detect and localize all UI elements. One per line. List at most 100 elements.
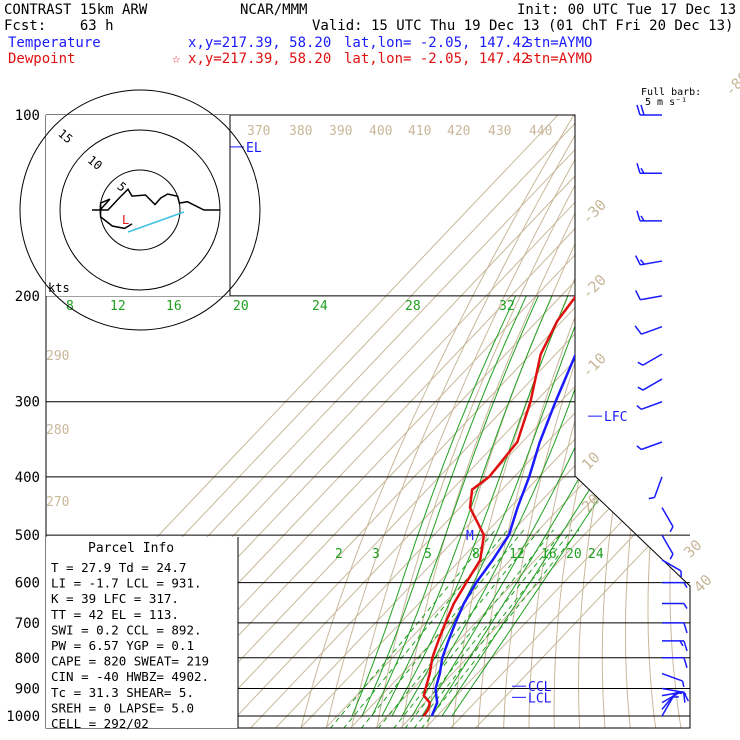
moist-adiabat-label: 24 xyxy=(312,299,328,314)
wind-barb-staff xyxy=(661,696,674,717)
dry-adiabat-line xyxy=(325,115,588,728)
wind-barb-staff xyxy=(661,507,674,528)
legend-temperature: Temperature xyxy=(8,35,101,51)
isotherm-line xyxy=(249,115,690,728)
wind-barb-staff xyxy=(661,559,682,572)
moist-adiabat-label: 28 xyxy=(405,299,421,314)
wind-barb-staff xyxy=(661,672,683,682)
isotherm-line xyxy=(199,115,690,728)
parcel-info-row: SWI = 0.2 CCL = 892. xyxy=(51,622,202,637)
mixing-ratio-label: 20 xyxy=(566,547,582,562)
hodograph-units-label: kts xyxy=(48,281,70,295)
theta-label: 410 xyxy=(408,124,431,139)
wind-barb-staff xyxy=(661,534,674,555)
parcel-info-row: SREH = 0 LAPSE= 5.0 xyxy=(51,700,194,715)
wind-barb-flag xyxy=(636,445,642,451)
wind-barb-flag xyxy=(639,259,645,265)
dry-adiabat-line xyxy=(647,115,690,728)
mixing-ratio-line xyxy=(393,529,554,728)
dry-adiabat-line xyxy=(691,115,740,729)
moist-adiabat-label: 12 xyxy=(110,299,126,314)
wind-barb-header-units: 5 m s⁻¹ xyxy=(645,97,687,108)
legend-temperature-latlon: lat,lon= -2.05, 147.42 xyxy=(344,35,530,51)
hodograph-background xyxy=(46,115,230,296)
wind-barb-header: Full barb: xyxy=(641,87,701,98)
wind-barb-staff xyxy=(661,691,684,697)
theta-label: 390 xyxy=(329,124,352,139)
isotherm-line xyxy=(224,115,690,728)
mixing-ratio-label: 2 xyxy=(335,547,343,562)
legend-dewpoint-stn: stn=AYMO xyxy=(525,51,593,67)
parcel-info-row: CAPE = 820 SWEAT= 219 xyxy=(51,654,209,669)
wind-barb-flag xyxy=(636,405,642,410)
dry-adiabat-line xyxy=(300,115,575,728)
mixing-ratio-label: 12 xyxy=(509,547,525,562)
moist-adiabat-line xyxy=(441,295,690,717)
wind-barb-flag xyxy=(640,215,645,222)
parcel-info-title: Parcel Info xyxy=(88,541,174,556)
mixing-ratio-line xyxy=(360,529,525,728)
wind-barb-flag xyxy=(683,582,688,589)
mixing-ratio-line xyxy=(420,529,580,728)
isotherm-line xyxy=(474,115,690,728)
level-marker-label: EL xyxy=(246,141,262,156)
pressure-label: 200 xyxy=(15,289,40,305)
wind-barb-staff xyxy=(661,687,684,694)
valid-time: Valid: 15 UTC Thu 19 Dec 13 (01 ChT Fri … xyxy=(312,18,734,34)
legend-dewpoint-latlon: lat,lon= -2.05, 147.42 xyxy=(344,51,530,67)
isotherm-line xyxy=(449,115,690,728)
moist-adiabat-line xyxy=(431,295,669,717)
theta-label: 430 xyxy=(488,124,511,139)
theta-label: 280 xyxy=(46,423,69,438)
isotherm-label: -80 xyxy=(721,68,740,100)
legend-dewpoint-xy: x,y=217.39, 58.20 xyxy=(188,51,332,67)
isotherm-line xyxy=(299,115,690,728)
pressure-label: 400 xyxy=(15,470,40,486)
theta-label: 270 xyxy=(46,495,69,510)
level-marker-label: LCL xyxy=(528,691,552,706)
isotherm-line xyxy=(399,115,690,728)
wind-barb-flag xyxy=(636,163,641,174)
moist-adiabat-label: 32 xyxy=(499,299,515,314)
isotherm-label: -30 xyxy=(578,196,610,228)
legend-temperature-stn: stn=AYMO xyxy=(525,35,593,51)
level-marker-label: LFC xyxy=(604,410,627,425)
parcel-info-row: T = 27.9 Td = 24.7 xyxy=(51,560,186,575)
wind-barb-flag xyxy=(683,640,688,652)
wind-barb-flag xyxy=(683,603,688,609)
legend-dewpoint-star-icon: ☆ xyxy=(172,51,181,67)
parcel-info-row: PW = 6.57 YGP = 0.1 xyxy=(51,638,194,653)
institution-label: NCAR/MMM xyxy=(240,2,308,18)
theta-label: 400 xyxy=(369,124,392,139)
moist-adiabat-line xyxy=(391,295,569,717)
wind-barb-flag xyxy=(636,104,641,116)
dry-adiabat-line xyxy=(376,115,614,728)
wind-barb-flag xyxy=(681,680,685,687)
hodograph-ring xyxy=(19,89,261,331)
wind-barb-staff xyxy=(641,441,663,451)
parcel-info-row: CIN = -40 HWBZ= 4902. xyxy=(51,669,209,684)
isotherm-line xyxy=(374,115,690,728)
dry-adiabat-line xyxy=(553,115,690,728)
forecast-hour: Fcst: 63 h xyxy=(4,18,114,34)
theta-label: 290 xyxy=(46,349,69,364)
mixing-ratio-label: 3 xyxy=(372,547,380,562)
isotherm-line xyxy=(424,115,690,728)
dry-adiabat-line xyxy=(401,115,627,728)
dry-adiabat-line xyxy=(712,115,740,729)
dry-adiabat-line xyxy=(733,115,740,729)
theta-label: 420 xyxy=(447,124,470,139)
wind-barb-flag xyxy=(669,526,674,533)
init-time: Init: 00 UTC Tue 17 Dec 13 xyxy=(517,2,737,18)
hodograph-storm-marker: L xyxy=(122,213,129,227)
model-title: CONTRAST 15km ARW xyxy=(4,2,148,18)
isotherm-label: 40 xyxy=(690,571,716,597)
pressure-label: 300 xyxy=(15,395,40,411)
mixing-ratio-line xyxy=(404,529,565,728)
isotherm-label: 20 xyxy=(578,490,604,516)
dry-adiabat-line xyxy=(625,115,690,728)
wind-barb-flag xyxy=(679,640,684,647)
isotherm-label: 10 xyxy=(578,448,604,474)
pressure-label: 900 xyxy=(15,681,40,697)
